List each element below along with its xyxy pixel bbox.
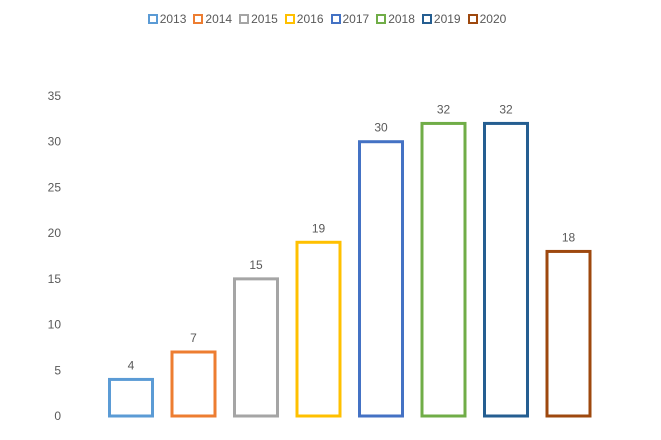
data-label-2014: 7 <box>190 331 197 345</box>
bar-2019 <box>483 121 529 418</box>
legend-label: 2020 <box>479 12 507 26</box>
legend-swatch-icon <box>376 14 387 24</box>
chart-legend: 2013 2014 2015 2016 2017 2018 2019 2020 <box>0 11 661 27</box>
legend-item-2014: 2014 <box>193 12 232 26</box>
legend-swatch-icon <box>193 14 204 24</box>
bar-2017 <box>358 140 404 418</box>
legend-item-2020: 2020 <box>467 12 507 26</box>
data-label-2019: 32 <box>499 102 513 116</box>
bar-2013 <box>108 377 154 418</box>
y-tick-label: 10 <box>48 318 62 332</box>
legend-swatch-icon <box>147 14 158 24</box>
legend-item-2019: 2019 <box>421 12 461 26</box>
y-tick-label: 5 <box>54 363 61 377</box>
legend-item-2015: 2015 <box>239 12 278 26</box>
y-tick-label: 30 <box>48 135 62 149</box>
legend-item-2016: 2016 <box>284 12 324 26</box>
legend-item-2017: 2017 <box>330 12 370 26</box>
legend-label: 2016 <box>296 12 324 26</box>
legend-label: 2019 <box>433 12 461 26</box>
legend-swatch-icon <box>421 14 432 24</box>
legend-swatch-icon <box>239 14 250 24</box>
legend-swatch-icon <box>330 14 341 24</box>
legend-label: 2018 <box>388 12 415 26</box>
data-label-2018: 32 <box>437 102 451 116</box>
legend-item-2018: 2018 <box>376 12 415 26</box>
data-label-2020: 18 <box>562 230 576 244</box>
bar-2015 <box>233 277 279 418</box>
legend-item-2013: 2013 <box>147 12 187 26</box>
y-tick-label: 0 <box>54 409 61 423</box>
data-label-2016: 19 <box>312 221 326 235</box>
legend-swatch-icon <box>467 14 478 24</box>
data-label-2017: 30 <box>374 121 388 135</box>
y-tick-label: 25 <box>48 180 62 194</box>
legend-swatch-icon <box>284 14 295 24</box>
bar-2018 <box>420 121 467 418</box>
y-tick-label: 35 <box>48 89 62 103</box>
legend-label: 2013 <box>159 12 187 26</box>
bar-2016 <box>295 240 342 418</box>
bar-2014 <box>170 350 217 418</box>
data-label-2013: 4 <box>128 358 135 372</box>
bar-2020 <box>545 249 592 418</box>
y-tick-label: 15 <box>48 272 62 286</box>
legend-label: 2014 <box>205 12 233 26</box>
legend-label: 2017 <box>342 12 370 26</box>
y-tick-label: 20 <box>48 226 62 240</box>
legend-label: 2015 <box>251 12 278 26</box>
data-label-2015: 15 <box>249 258 263 272</box>
